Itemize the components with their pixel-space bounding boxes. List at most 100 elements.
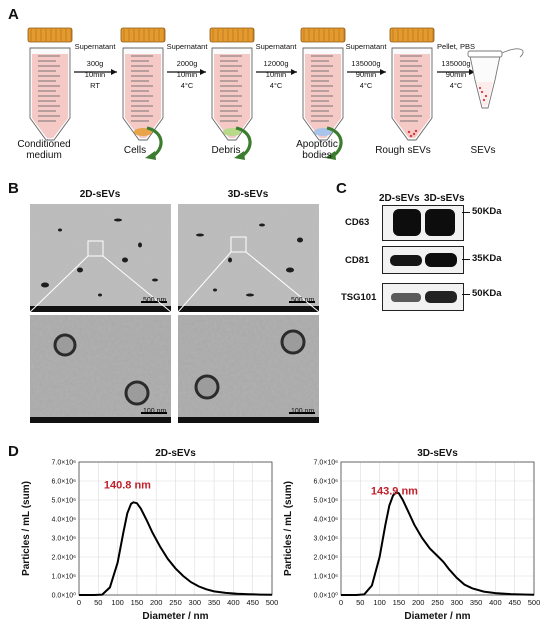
eppendorf-rim [467, 50, 503, 58]
em-column-title-2d: 2D-sEVs [79, 189, 121, 200]
centrifugation-step-line: 10min [265, 70, 287, 79]
centrifugation-step-line: 4°C [359, 81, 373, 90]
x-tick-label: 250 [169, 598, 182, 607]
zoom-line [177, 251, 232, 313]
particle-dot [407, 130, 411, 134]
eppendorf-lid [501, 48, 524, 58]
nta-chart-3d: 0 50 100 150 200 250 300 350 400 450 500 0.0×10⁰ 1.0… [283, 448, 540, 622]
particle-dot [482, 98, 486, 102]
marker-tick-2 [462, 259, 470, 260]
tube-label: Cells [123, 145, 147, 156]
wb-blot-tsg101 [382, 283, 464, 311]
centrifuge-tube [27, 27, 73, 141]
x-tick-label: 350 [470, 598, 483, 607]
x-tick-label: 200 [412, 598, 425, 607]
centrifugation-step-line: 4°C [269, 81, 283, 90]
centrifugation-step-line: 10min [84, 70, 106, 79]
centrifugation-step-line: Pellet, PBS [437, 42, 475, 51]
zoom-region-box [87, 240, 104, 257]
particle-dot [414, 129, 418, 133]
centrifuge-tube [209, 27, 255, 141]
tube-label: bodies [302, 150, 332, 161]
y-tick-label: 7.0×10⁶ [52, 460, 77, 467]
tem-footer-bar [30, 417, 171, 423]
arrow-head [111, 69, 117, 75]
arrow-head [291, 69, 297, 75]
particle-dot [409, 134, 413, 138]
extracellular-vesicle [280, 329, 306, 355]
tem-particle [122, 257, 128, 263]
panel-label-a: A [8, 6, 19, 23]
marker-tick-1 [462, 212, 470, 213]
wb-column-title-2d: 2D-sEVs [379, 193, 420, 204]
discard-arrow-head [145, 151, 156, 160]
wb-protein-cd63: CD63 [345, 217, 370, 228]
y-tick-label: 6.0×10⁶ [314, 479, 339, 486]
nta-size-distribution-charts: 0 50 100 150 200 250 300 350 400 450 5000.0×10⁰1.0… [21, 448, 540, 622]
x-tick-label: 150 [393, 598, 406, 607]
size-distribution-line [341, 491, 535, 596]
panel-label-c: C [336, 180, 347, 197]
tem-particle [98, 293, 102, 297]
chart-title: 2D-sEVs [155, 448, 196, 459]
tem-particle [58, 228, 62, 232]
tube-cap [120, 27, 166, 43]
centrifugation-step-line: 10min [176, 70, 198, 79]
tem-particle [228, 257, 232, 263]
wb-marker-2: 35KDa [472, 253, 502, 264]
tube-label: Debris [211, 145, 241, 156]
plot-frame [340, 461, 535, 596]
centrifugation-step-line: 300g [86, 59, 104, 68]
particle-dot [480, 90, 484, 94]
x-tick-label: 0 [77, 598, 81, 607]
centrifugation-step-line: Supernatant [255, 42, 297, 51]
wb-protein-cd81: CD81 [345, 255, 370, 266]
nta-chart-2d: 0 50 100 150 200 250 300 350 400 450 500 0.0×10⁰ 1.0… [21, 448, 278, 622]
tem-particle [152, 278, 158, 282]
y-tick-label: 7.0×10⁶ [314, 460, 339, 467]
y-tick-label: 0.0×10⁰ [314, 592, 339, 600]
wb-marker-1: 50KDa [472, 206, 502, 217]
y-axis-label: Particles / mL (sum) [283, 481, 294, 576]
discard-arrow-head [234, 151, 245, 160]
tem-particle [41, 282, 49, 288]
centrifugation-step-line: 2000g [176, 59, 198, 68]
y-tick-label: 1.0×10⁶ [314, 574, 339, 581]
extracellular-vesicle [194, 374, 220, 400]
scale-bar-label-2d-bottom: 100 nm [143, 408, 167, 415]
centrifugation-step-line: 4°C [449, 81, 463, 90]
centrifugation-step-line: Supernatant [166, 42, 208, 51]
x-tick-label: 50 [356, 598, 364, 607]
zoom-line [245, 251, 320, 313]
centrifugation-step-line: 135000g [441, 59, 471, 68]
scale-bar-label-3d-top: 500 nm [291, 297, 315, 304]
centrifugation-step-line: Supernatant [345, 42, 387, 51]
y-tick-label: 6.0×10⁶ [52, 479, 77, 486]
y-tick-label: 5.0×10⁶ [314, 498, 339, 505]
wb-marker-3: 50KDa [472, 288, 502, 299]
tube-cap [27, 27, 73, 43]
y-tick-label: 2.0×10⁶ [314, 555, 339, 562]
chart-title: 3D-sEVs [417, 448, 458, 459]
x-tick-label: 500 [528, 598, 541, 607]
pellet [314, 128, 332, 136]
y-tick-label: 4.0×10⁶ [52, 517, 77, 524]
zoom-line [29, 255, 89, 313]
wb-column-title-3d: 3D-sEVs [424, 193, 465, 204]
x-tick-label: 450 [508, 598, 521, 607]
tube-label: medium [26, 150, 62, 161]
plot-frame [78, 461, 273, 596]
y-axis-label: Particles / mL (sum) [21, 481, 32, 576]
scale-bar-label-2d-top: 500 nm [143, 297, 167, 304]
x-tick-label: 100 [373, 598, 386, 607]
tem-footer-bar [178, 306, 319, 312]
x-tick-label: 450 [246, 598, 259, 607]
tem-particle [196, 233, 204, 237]
x-tick-label: 500 [266, 598, 279, 607]
zoom-line [102, 255, 172, 313]
marker-tick-3 [462, 294, 470, 295]
tube-label: Conditioned [17, 139, 71, 150]
y-tick-label: 3.0×10⁶ [52, 536, 77, 543]
y-tick-label: 4.0×10⁶ [314, 517, 339, 524]
x-tick-label: 100 [111, 598, 124, 607]
